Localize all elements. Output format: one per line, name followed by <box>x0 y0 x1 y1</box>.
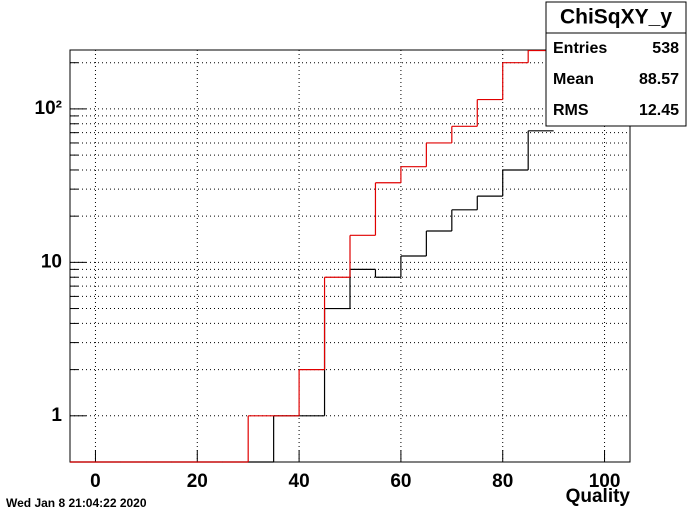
x-axis-label: Quality <box>566 486 631 507</box>
stats-value: 538 <box>652 40 679 57</box>
stats-label: Mean <box>553 71 594 88</box>
stats-box <box>545 1 687 127</box>
x-tick-label: 0 <box>90 471 101 492</box>
stats-label: Entries <box>553 40 607 57</box>
y-tick-label: 10² <box>35 98 62 119</box>
stats-label: RMS <box>553 102 589 119</box>
timestamp: Wed Jan 8 21:04:22 2020 <box>6 496 147 510</box>
stats-title: ChiSqXY_y <box>560 6 672 29</box>
x-tick-label: 100 <box>589 471 621 492</box>
y-tick-label: 1 <box>51 405 62 426</box>
x-tick-label: 60 <box>390 471 411 492</box>
x-tick-label: 40 <box>289 471 310 492</box>
y-tick-label: 10 <box>41 251 62 272</box>
x-tick-label: 20 <box>187 471 208 492</box>
frame <box>69 49 631 463</box>
stats-value: 12.45 <box>639 102 679 119</box>
x-tick-label: 80 <box>492 471 513 492</box>
stats-value: 88.57 <box>639 71 679 88</box>
